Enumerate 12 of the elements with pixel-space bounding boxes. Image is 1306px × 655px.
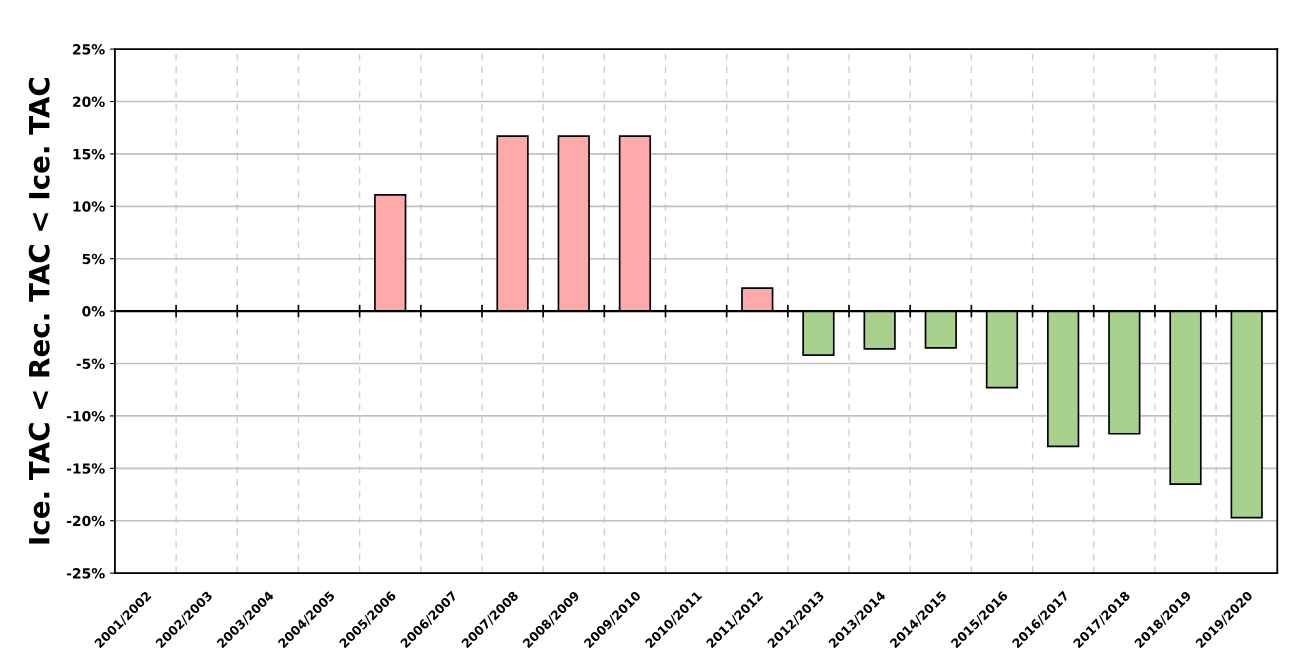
y-tick-label: 0% bbox=[82, 306, 105, 317]
y-tick-label: 5% bbox=[82, 253, 105, 265]
y-tick-label: -5% bbox=[76, 358, 105, 369]
y-tick-label: 20% bbox=[73, 96, 105, 107]
y-tick-label: -10% bbox=[66, 410, 105, 422]
y-tick-label: -20% bbox=[66, 515, 105, 527]
y-tick-label: 25% bbox=[73, 44, 105, 55]
y-tick-label: -15% bbox=[66, 463, 105, 474]
y-axis-title: Ice. TAC < Rec. TAC < Ice. TAC bbox=[28, 77, 50, 544]
y-tick-label: 10% bbox=[73, 201, 105, 212]
y-tick-label: 15% bbox=[73, 148, 105, 160]
y-tick-label: -25% bbox=[66, 568, 105, 579]
